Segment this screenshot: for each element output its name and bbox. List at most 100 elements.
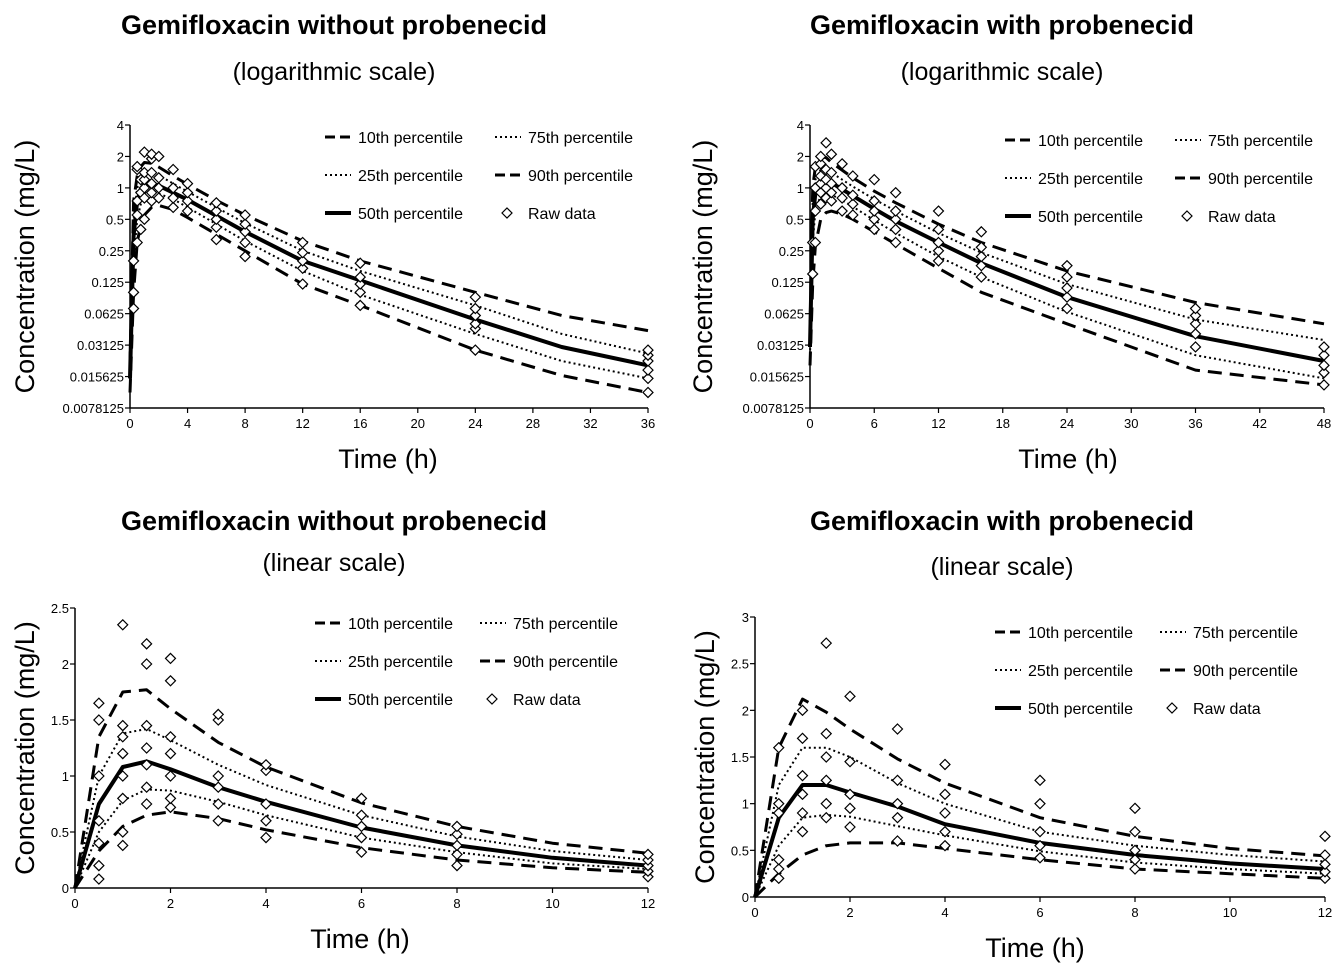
y-tick-label: 0.5	[106, 212, 124, 227]
raw-data-point	[1318, 359, 1330, 372]
raw-data-point	[772, 797, 785, 810]
raw-data-point	[891, 835, 904, 847]
raw-data-point	[889, 223, 902, 236]
raw-data-point	[355, 809, 368, 822]
raw-data-point	[260, 831, 272, 844]
raw-data-point	[796, 704, 809, 717]
y-tick-label: 0.125	[91, 275, 124, 290]
legend-label: 25th percentile	[358, 168, 463, 185]
chart-subtitle-4: (linear scale)	[930, 553, 1074, 581]
raw-data-point	[167, 182, 180, 194]
legend-label: 90th percentile	[528, 168, 633, 185]
y-tick-label: 2	[797, 149, 804, 164]
y-tick-label: 0.5	[731, 843, 749, 858]
raw-data-point	[152, 192, 165, 204]
y-tick-label: 0.0625	[84, 307, 124, 322]
raw-data-point	[1318, 341, 1330, 353]
y-tick-label: 0.0625	[764, 307, 804, 322]
raw-data-point	[451, 859, 463, 872]
x-tick-label: 0	[126, 416, 133, 431]
x-tick-label: 48	[1317, 416, 1331, 431]
x-tick-label: 28	[526, 416, 540, 431]
raw-data-point	[469, 302, 482, 315]
raw-data-point	[809, 236, 822, 249]
y-tick-label: 4	[117, 118, 124, 133]
raw-data-point	[642, 372, 654, 385]
raw-data-point	[1129, 825, 1141, 838]
chart-title-4: Gemifloxacin with probenecid	[809, 506, 1195, 536]
x-tick-label: 2	[167, 896, 174, 911]
raw-data-point	[181, 205, 194, 217]
series-line-75th-percentile	[754, 746, 1326, 898]
legend-label: 50th percentile	[1038, 209, 1143, 226]
raw-data-point	[140, 742, 153, 754]
x-tick-label: 42	[1253, 416, 1267, 431]
legend-label: 25th percentile	[1028, 663, 1133, 680]
raw-data-point	[145, 186, 158, 199]
y-tick-label: 3	[742, 610, 749, 625]
raw-data-point	[296, 236, 309, 249]
raw-data-point	[836, 182, 848, 194]
raw-data-point	[844, 755, 856, 768]
raw-data-point	[642, 344, 654, 356]
x-tick-label: 8	[1131, 905, 1138, 920]
raw-data-point	[932, 205, 945, 217]
legend-label: 90th percentile	[1193, 663, 1298, 680]
x-tick-label: 2	[846, 905, 853, 920]
raw-data-point	[140, 798, 153, 810]
y-axis-label: Concentration (mg/L)	[690, 630, 720, 884]
raw-data-point	[846, 170, 859, 182]
y-tick-label: 0.03125	[77, 338, 124, 353]
legend-label: 75th percentile	[513, 616, 618, 633]
raw-data-point	[239, 225, 251, 238]
raw-data-point	[932, 255, 945, 267]
raw-data-point	[296, 278, 309, 290]
legend-label: 90th percentile	[513, 654, 618, 671]
raw-data-point	[164, 801, 177, 814]
raw-data-point	[131, 236, 144, 249]
raw-data-point	[939, 758, 951, 771]
raw-data-point	[939, 839, 951, 852]
y-axis-label: Concentration (mg/L)	[10, 621, 40, 875]
raw-data-point	[93, 837, 105, 850]
raw-data-point	[642, 364, 654, 376]
y-axis-label: Concentration (mg/L)	[10, 140, 40, 394]
legend-label: 75th percentile	[1208, 133, 1313, 150]
x-tick-label: 8	[453, 896, 460, 911]
y-tick-label: 1.5	[731, 750, 749, 765]
chart-panel-3: Gemifloxacin without probenecid (linear …	[0, 482, 668, 963]
raw-data-point	[212, 798, 225, 810]
raw-data-point	[260, 798, 272, 810]
chart-subtitle-1: (logarithmic scale)	[232, 58, 436, 86]
series-line-75th-percentile	[74, 728, 649, 889]
raw-data-point	[355, 820, 368, 833]
raw-data-point	[239, 218, 251, 230]
raw-data-point	[127, 302, 140, 315]
raw-data-point	[772, 741, 785, 754]
raw-data-point	[891, 723, 904, 735]
raw-data-point	[1129, 863, 1141, 875]
raw-data-point	[469, 344, 482, 356]
raw-data-point	[825, 148, 838, 161]
x-tick-label: 4	[184, 416, 191, 431]
raw-data-point	[140, 781, 153, 794]
raw-data-point	[1034, 774, 1046, 787]
legend-marker-raw-data	[1166, 702, 1178, 714]
raw-data-point	[93, 859, 105, 872]
raw-data-point	[239, 209, 251, 221]
series-line-25th-percentile	[129, 191, 649, 385]
raw-data-point	[210, 205, 223, 217]
raw-data-point	[1189, 317, 1202, 330]
raw-data-point	[844, 802, 856, 815]
raw-data-point	[796, 769, 809, 782]
x-tick-label: 4	[941, 905, 948, 920]
x-tick-label: 16	[353, 416, 367, 431]
raw-data-point	[820, 727, 833, 740]
raw-data-point	[868, 223, 881, 236]
raw-data-point	[138, 182, 151, 194]
raw-data-point	[975, 250, 988, 263]
raw-data-point	[1061, 291, 1073, 303]
x-tick-label: 12	[931, 416, 945, 431]
raw-data-point	[1318, 366, 1330, 379]
raw-data-point	[140, 758, 153, 771]
